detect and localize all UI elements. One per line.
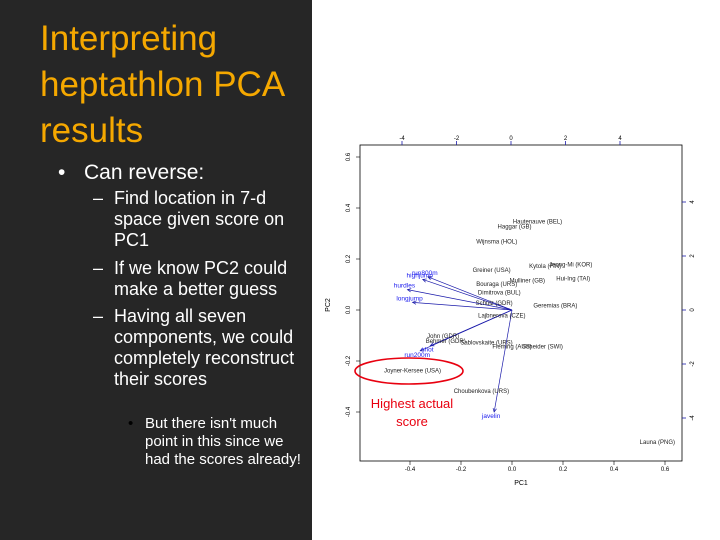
point-label: Hui-Ing (TAI) xyxy=(556,277,590,283)
point-label: Lajbnerova (CZE) xyxy=(478,314,525,320)
point-label: Kytola (FIN) xyxy=(529,264,561,270)
point-label: John (GDR) xyxy=(427,334,459,340)
point-label: Haggar (GB) xyxy=(498,224,532,230)
y-tick-label: 0.2 xyxy=(346,254,352,263)
point-label: Choubenkova (URS) xyxy=(454,389,509,395)
loading-label: hurdles xyxy=(394,283,416,290)
x-tick-label: -0.2 xyxy=(456,467,467,473)
right-tick-label: 0 xyxy=(690,308,696,312)
y-tick-label: -0.4 xyxy=(346,406,352,417)
loading-label: run200m xyxy=(404,352,430,359)
point-label: Scheider (SWI) xyxy=(522,344,563,350)
arrow-head xyxy=(406,288,412,293)
sub-bullet-text: Find location in 7-d space given score o… xyxy=(114,188,285,250)
bullet-dot-icon: • xyxy=(128,415,134,432)
loading-arrow xyxy=(412,302,513,311)
bottom-axis: -0.4 -0.2 0.0 0.2 0.4 0.6 xyxy=(405,461,670,473)
point-label: Sablovskaite (URS) xyxy=(460,340,512,346)
point-label: Dimitrova (BUL) xyxy=(478,291,521,297)
loading-arrow xyxy=(422,279,513,311)
arrow-head xyxy=(421,278,427,283)
dash-icon: – xyxy=(93,306,104,326)
y-tick-label: 0.0 xyxy=(346,305,352,314)
dark-side-panel xyxy=(0,0,312,540)
sub-bullet-text: If we know PC2 could make a better guess xyxy=(114,258,288,299)
right-tick-label: -4 xyxy=(690,415,696,421)
loading-arrow xyxy=(427,276,513,311)
point-label: Geremias (BRA) xyxy=(533,303,577,309)
y-tick-label: -0.2 xyxy=(346,355,352,366)
x-tick-label: 0.0 xyxy=(508,467,517,473)
bullet-dot-icon: • xyxy=(58,161,66,184)
top-tick-label: -4 xyxy=(399,136,405,142)
observation-labels: Hautenauve (BEL)Haggar (GB) Wijnsma (HOL)… xyxy=(384,219,675,446)
x-tick-label: -0.4 xyxy=(405,467,416,473)
x-tick-label: 0.6 xyxy=(661,467,670,473)
y-axis-label: PC2 xyxy=(325,298,332,312)
highlight-circle xyxy=(354,357,464,385)
loading-label: run800m xyxy=(412,270,438,277)
x-axis-label: PC1 xyxy=(514,480,528,487)
arrow-head xyxy=(411,300,417,305)
point-label: Bouraga (URS) xyxy=(476,282,517,288)
point-label: Hautenauve (BEL) xyxy=(513,219,562,225)
sub-bullet-text: Having all seven components, we could co… xyxy=(114,306,295,389)
right-tick-label: 4 xyxy=(690,200,696,204)
top-tick-label: -2 xyxy=(454,136,460,142)
point-label: Wijnsma (HOL) xyxy=(476,240,517,246)
loading-label: javelin xyxy=(481,413,501,420)
loading-label: longjump xyxy=(396,295,423,302)
dash-icon: – xyxy=(93,188,104,208)
loading-arrow xyxy=(430,309,513,347)
plot-frame xyxy=(359,144,683,462)
loading-arrow xyxy=(407,289,513,311)
right-tick-label: 2 xyxy=(690,254,696,258)
arrow-head xyxy=(419,347,425,352)
point-label: Jeong-Mi (KOR) xyxy=(549,263,592,269)
arrow-head xyxy=(429,342,435,347)
dash-icon: – xyxy=(93,258,104,278)
top-axis: -4 -2 0 2 4 xyxy=(399,136,622,145)
top-tick-label: 4 xyxy=(618,136,622,142)
x-tick-label: 0.2 xyxy=(559,467,568,473)
point-label: Joyner-Kersee (USA) xyxy=(384,368,441,374)
bullet-text: Can reverse: xyxy=(84,161,205,184)
y-tick-label: 0.6 xyxy=(346,152,352,161)
point-label: Greiner (USA) xyxy=(473,268,511,274)
point-label: Schulz (GDR) xyxy=(476,301,513,307)
x-tick-label: 0.4 xyxy=(610,467,619,473)
arrow-head xyxy=(492,408,497,413)
loading-label: shot xyxy=(421,347,433,354)
left-axis: 0.6 0.4 0.2 0.0 -0.2 -0.4 xyxy=(346,152,360,417)
right-tick-label: -2 xyxy=(690,361,696,367)
biplot-chart: -0.4 -0.2 0.0 0.2 0.4 0.6 0.60.40.20.0-0.2-0.… xyxy=(325,136,696,487)
point-label: Mulliner (GB) xyxy=(510,278,545,284)
point-label: Launa (PNG) xyxy=(640,440,675,446)
callout-text: Highest actual score xyxy=(370,396,454,429)
top-tick-label: 0 xyxy=(509,136,513,142)
point-label: Behmer (GDR) xyxy=(426,339,466,345)
loading-label: highjump xyxy=(407,272,434,279)
arrow-head xyxy=(427,276,432,281)
sub-sub-bullet-text: But there isn't much point in this since… xyxy=(145,415,301,468)
top-tick-label: 2 xyxy=(564,136,568,142)
point-label: Fleming (AUS) xyxy=(492,344,531,350)
slide-title: Interpreting heptathlon PCA results xyxy=(40,19,284,150)
loading-arrow xyxy=(493,309,513,413)
right-axis: 4 2 0 -2 -4 xyxy=(682,200,696,421)
y-tick-label: 0.4 xyxy=(346,203,352,212)
